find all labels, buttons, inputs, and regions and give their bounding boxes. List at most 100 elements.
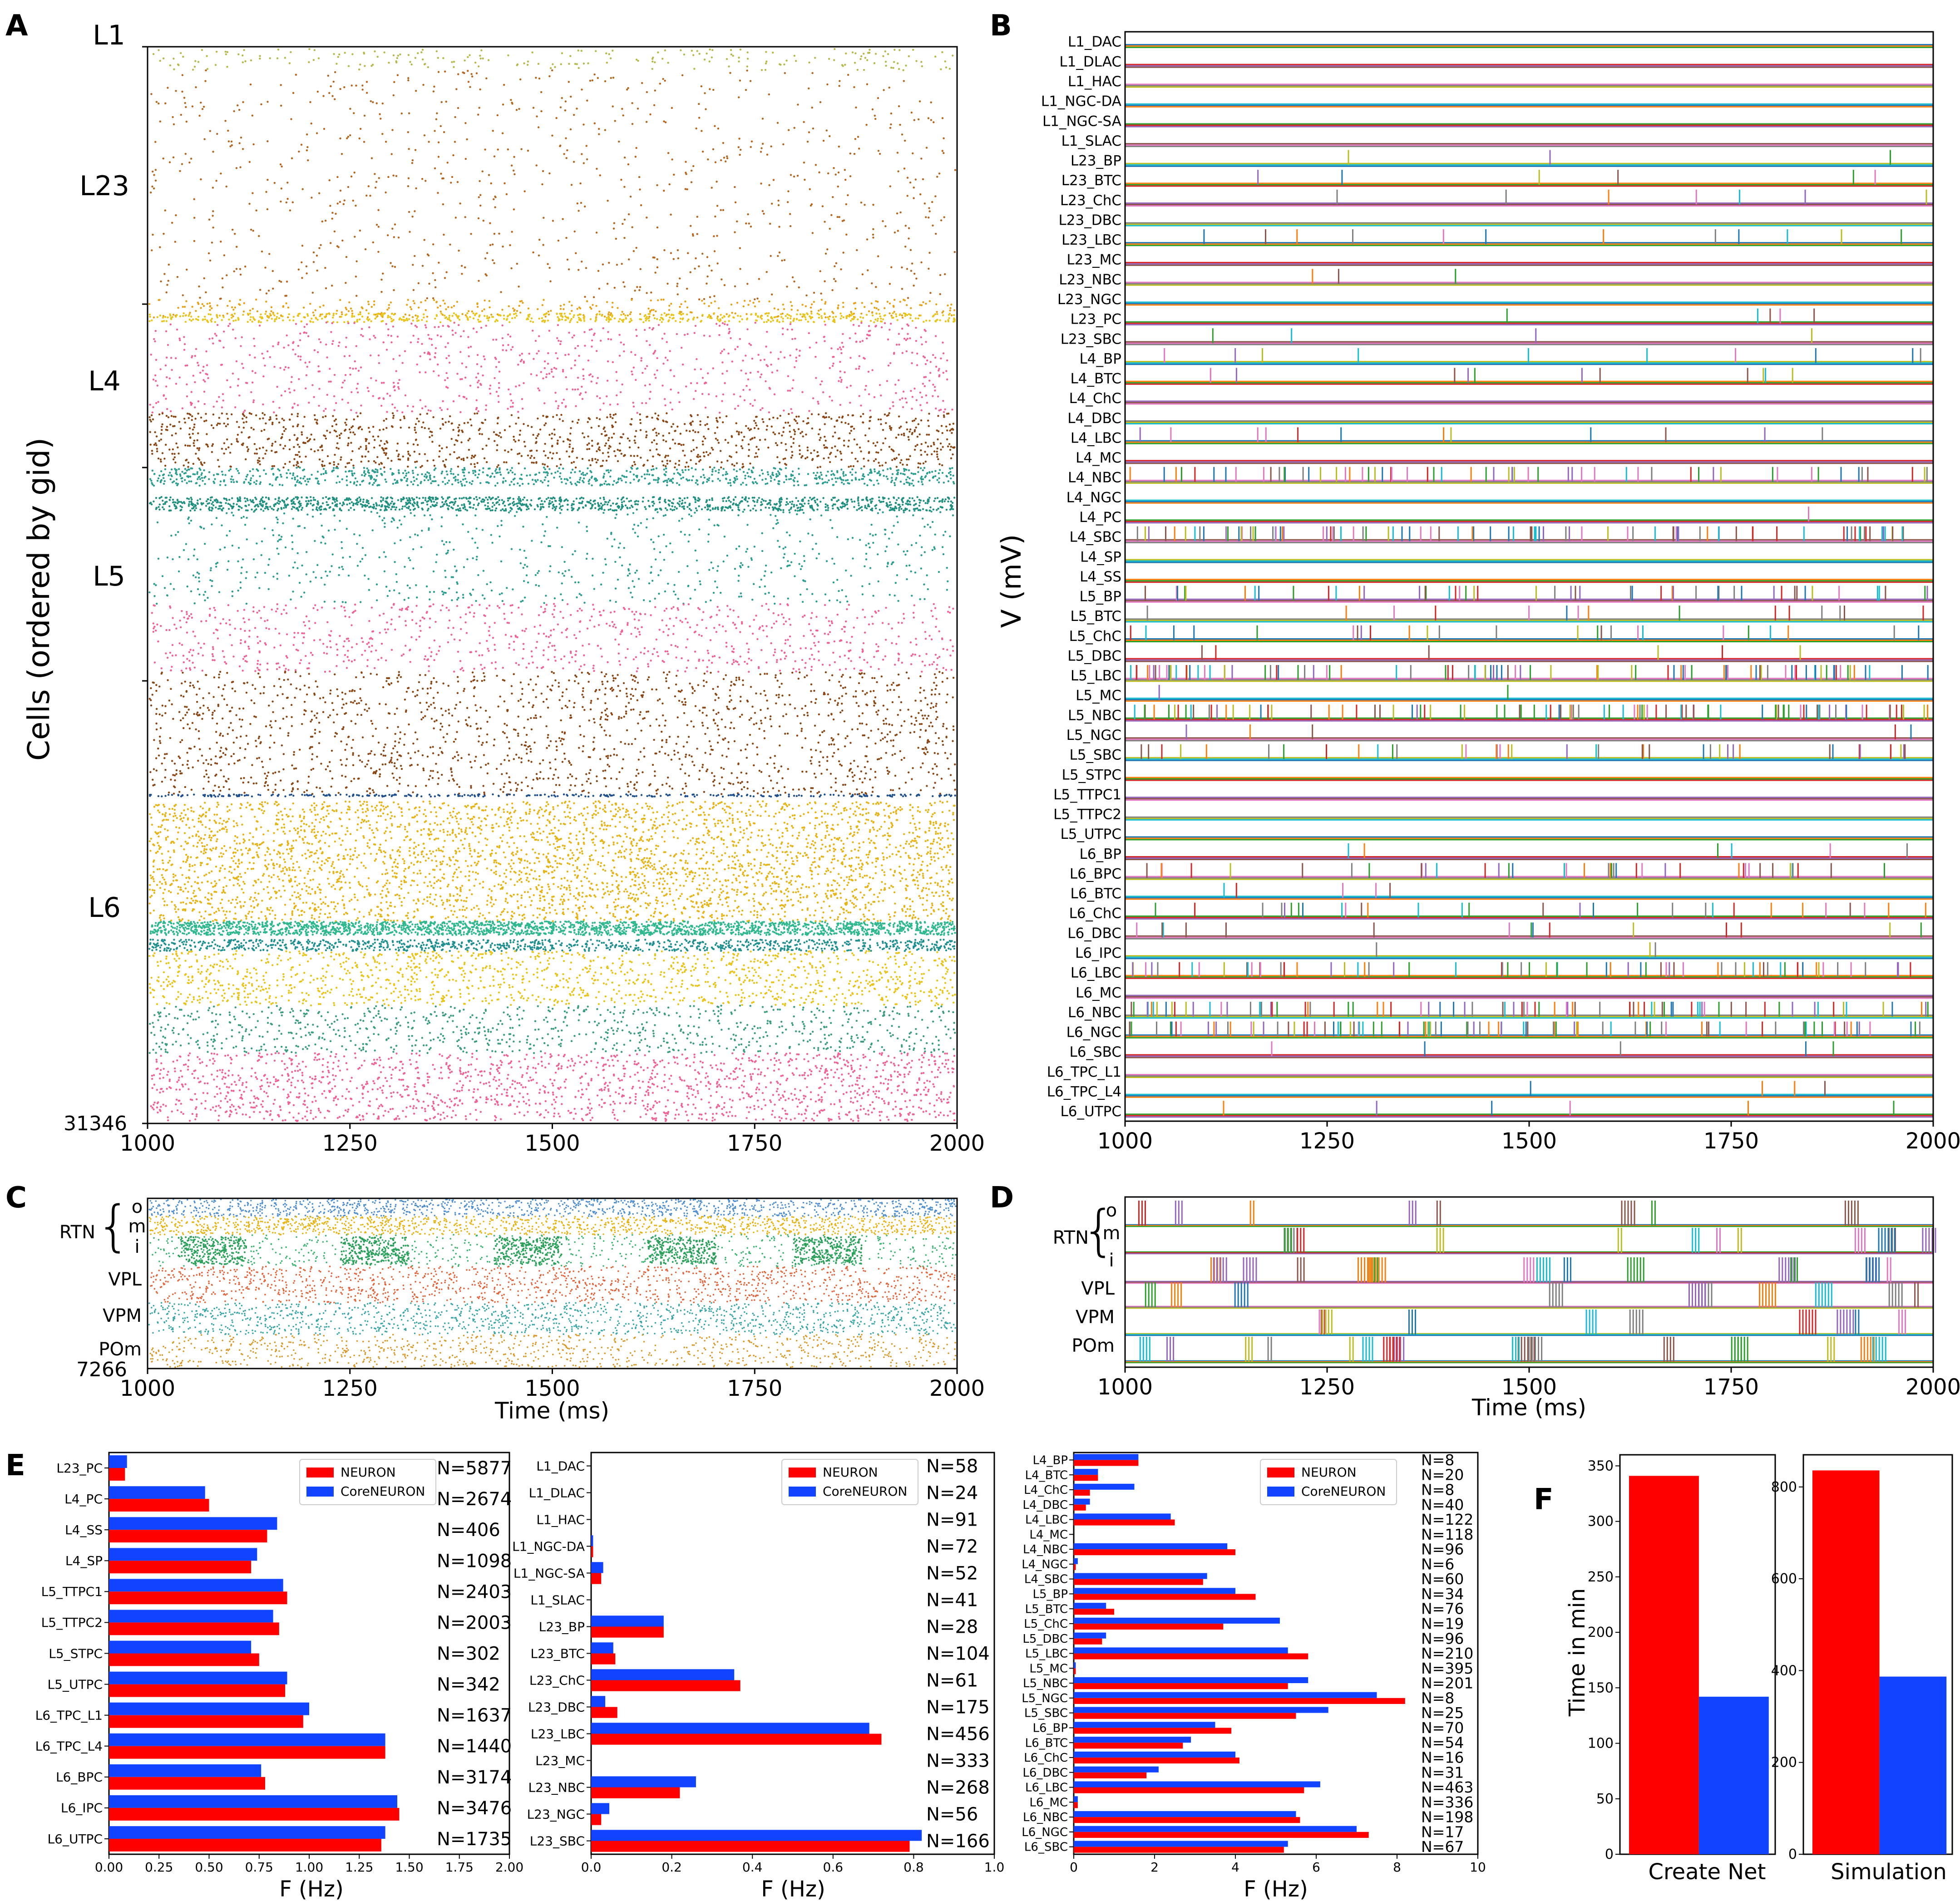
spike-dot: [421, 178, 423, 180]
spike-dot: [849, 153, 851, 154]
spike-dot: [882, 220, 884, 222]
spike-dot: [918, 118, 919, 120]
spike-dot: [797, 175, 799, 177]
spike-dot: [624, 219, 626, 221]
spike-dot: [207, 68, 208, 70]
spike-dot: [339, 138, 341, 139]
spike-dot: [393, 236, 395, 238]
spike-dot: [222, 286, 223, 288]
spike-dot: [842, 251, 844, 253]
spike-dot: [673, 258, 675, 260]
spike-dot: [359, 138, 360, 139]
spike-dot: [173, 58, 174, 59]
spike-dot: [379, 113, 380, 115]
spike-dot: [365, 195, 367, 197]
spike-dot: [408, 54, 410, 56]
spike-dot: [618, 141, 620, 143]
spike-dot: [911, 262, 913, 264]
spike-dot: [694, 268, 696, 270]
spike-dot: [947, 305, 948, 306]
spike-dot: [680, 49, 681, 51]
spike-dot: [200, 102, 202, 103]
spike-dot: [401, 113, 403, 114]
spike-dot: [943, 138, 944, 139]
spike-dot: [424, 64, 425, 65]
spike-dot: [663, 249, 665, 251]
spike-dot: [765, 60, 767, 62]
spike-dot: [913, 273, 915, 275]
spike-dot: [175, 90, 177, 92]
spike-dot: [856, 287, 858, 289]
spike-dot: [464, 216, 466, 218]
spike-dot: [355, 84, 357, 86]
spike-dot: [877, 255, 879, 257]
spike-dot: [511, 231, 513, 233]
spike-dot: [632, 123, 633, 125]
spike-dot: [908, 227, 910, 229]
spike-dot: [234, 233, 236, 235]
spike-dot: [414, 255, 415, 257]
spike-dot: [492, 243, 494, 245]
spike-dot: [374, 50, 375, 52]
spike-dot: [281, 187, 282, 189]
panel-label-b: B: [990, 9, 1012, 43]
spike-dot: [438, 156, 439, 158]
spike-dot: [587, 62, 589, 64]
spike-dot: [291, 158, 293, 159]
spike-dot: [212, 215, 213, 217]
spike-dot: [596, 231, 597, 233]
spike-dot: [717, 128, 719, 129]
spike-dot: [209, 130, 211, 132]
spike-dot: [868, 52, 869, 54]
spike-dot: [470, 233, 472, 235]
spike-dot: [586, 145, 588, 147]
spike-dot: [638, 176, 640, 178]
spike-dot: [867, 269, 869, 271]
spike-dot: [930, 101, 932, 103]
spike-dot: [158, 103, 159, 104]
spike-dot: [334, 231, 336, 232]
spike-dot: [709, 296, 711, 298]
spike-dot: [290, 51, 291, 53]
spike-dot: [811, 72, 813, 74]
spike-dot: [372, 241, 374, 243]
spike-dot: [336, 176, 338, 178]
spike-dot: [633, 250, 635, 252]
spike-dot: [805, 295, 807, 296]
spike-dot: [323, 128, 325, 130]
spike-dot: [407, 79, 409, 81]
spike-dot: [770, 255, 771, 257]
spike-dot: [474, 62, 476, 64]
spike-dot: [432, 297, 434, 299]
spike-dot: [153, 187, 155, 189]
spike-dot: [321, 221, 323, 222]
spike-dot: [163, 233, 164, 235]
spike-dot: [215, 64, 217, 66]
spike-dot: [483, 220, 484, 222]
spike-dot: [882, 55, 884, 57]
spike-dot: [551, 69, 553, 71]
spike-dot: [252, 143, 254, 145]
spike-dot: [636, 286, 638, 288]
spike-dot: [777, 255, 779, 257]
spike-dot: [180, 114, 182, 116]
spike-dot: [261, 251, 263, 252]
spike-dot: [489, 244, 491, 246]
spike-dot: [885, 65, 887, 67]
spike-dot: [936, 176, 938, 177]
spike-dot: [468, 81, 469, 83]
spike-dot: [314, 49, 316, 51]
spike-dot: [381, 133, 383, 135]
spike-dot: [390, 262, 391, 264]
spike-dot: [428, 255, 430, 256]
spike-dot: [393, 54, 395, 56]
spike-dot: [479, 89, 481, 90]
spike-dot: [889, 185, 891, 187]
spike-dot: [866, 238, 868, 240]
spike-dot: [692, 165, 694, 167]
spike-dot: [385, 192, 386, 193]
spike-dot: [349, 134, 351, 136]
spike-dot: [325, 287, 327, 289]
spike-dot: [224, 120, 226, 122]
spike-dot: [284, 295, 286, 297]
